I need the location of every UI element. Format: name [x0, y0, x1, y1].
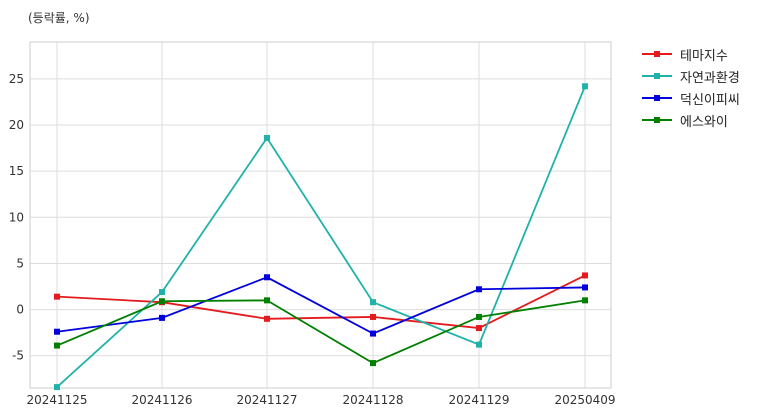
- legend-item: 덕신이피씨: [642, 88, 740, 108]
- series-line: [56, 274, 586, 329]
- data-point: [582, 83, 588, 90]
- y-tick-label: -5: [12, 349, 24, 363]
- y-tick-label: 5: [16, 256, 24, 270]
- data-point: [159, 314, 165, 321]
- data-point: [476, 325, 482, 332]
- data-point: [370, 330, 376, 337]
- x-tick-label: 20241126: [131, 393, 192, 407]
- data-point: [476, 313, 482, 320]
- legend-swatch: [642, 69, 672, 83]
- y-tick-label: 25: [9, 72, 24, 86]
- data-point: [264, 297, 270, 304]
- legend-label: 에스와이: [680, 114, 728, 130]
- x-tick-label: 20241125: [26, 393, 87, 407]
- data-point: [264, 274, 270, 281]
- data-point: [54, 328, 60, 335]
- tick-labels: -5 0 5 10 15 20 25 20241125 20241126 20241127 2024…: [9, 72, 616, 407]
- legend-label: 덕신이피씨: [680, 92, 740, 108]
- data-point: [370, 299, 376, 306]
- data-point: [54, 293, 60, 300]
- data-point: [370, 360, 376, 367]
- series-line: [56, 85, 586, 388]
- data-point: [159, 298, 165, 305]
- series-lines: [54, 83, 588, 391]
- y-tick-label: 10: [9, 210, 24, 224]
- data-point: [264, 315, 270, 322]
- data-point: [370, 313, 376, 320]
- legend-label: 테마지수: [680, 48, 728, 64]
- data-point: [54, 384, 60, 391]
- legend-item: 자연과환경: [642, 66, 740, 86]
- axes: [29, 41, 612, 389]
- x-tick-label: 20241127: [236, 393, 297, 407]
- data-point: [159, 289, 165, 296]
- legend-label: 자연과환경: [680, 70, 740, 86]
- data-point: [582, 272, 588, 279]
- data-point: [582, 297, 588, 304]
- y-unit-label: (등락률, %): [28, 11, 90, 25]
- legend-swatch: [642, 91, 672, 105]
- legend-item: 테마지수: [642, 44, 740, 64]
- y-tick-label: 0: [16, 303, 24, 317]
- data-point: [476, 286, 482, 293]
- legend-swatch: [642, 47, 672, 61]
- data-point: [582, 284, 588, 291]
- data-point: [54, 342, 60, 349]
- series-line: [56, 276, 586, 335]
- grid-lines: [30, 42, 611, 388]
- plot-frame: [29, 41, 612, 389]
- data-point: [476, 341, 482, 348]
- x-tick-label: 20250409: [554, 393, 615, 407]
- x-tick-label: 20241128: [342, 393, 403, 407]
- legend-swatch: [642, 113, 672, 127]
- x-tick-label: 20241129: [448, 393, 509, 407]
- y-tick-label: 15: [9, 164, 24, 178]
- y-tick-label: 20: [9, 118, 24, 132]
- data-point: [264, 134, 270, 141]
- series-line: [56, 299, 586, 365]
- legend-item: 에스와이: [642, 110, 740, 130]
